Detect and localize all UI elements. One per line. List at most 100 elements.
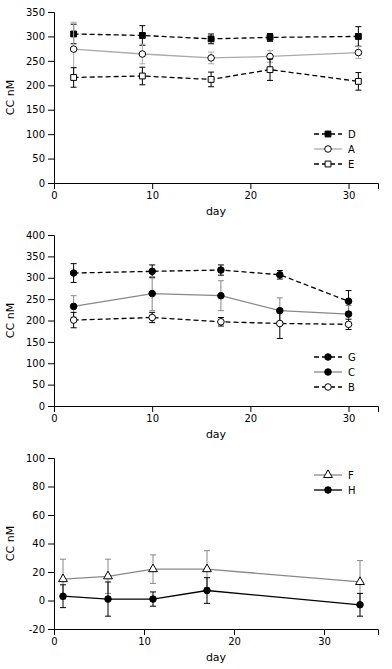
plot-area xyxy=(59,551,365,617)
marker xyxy=(139,51,146,58)
y-tick: 150 xyxy=(26,104,54,115)
line xyxy=(74,49,359,58)
x-tick-mark xyxy=(250,183,251,189)
x-tick: 10 xyxy=(146,406,159,424)
y-axis-line xyxy=(48,236,55,407)
y-tick: 350 xyxy=(26,251,54,262)
x-tick-mark xyxy=(250,406,251,412)
legend-item: F xyxy=(314,470,354,481)
x-tick-label: 10 xyxy=(146,413,159,424)
series xyxy=(71,24,362,46)
legend: DAE xyxy=(308,123,372,177)
x-tick-mark xyxy=(152,406,153,412)
y-tick-mark xyxy=(48,183,54,184)
line xyxy=(74,70,359,82)
y-tick: 200 xyxy=(26,315,54,326)
y-tick-mark xyxy=(48,406,54,407)
marker xyxy=(277,320,284,327)
y-tick: 40 xyxy=(32,538,54,549)
x-tick: 20 xyxy=(244,183,257,201)
y-tick-label: 100 xyxy=(26,453,45,464)
legend-item: G xyxy=(314,352,356,363)
marker xyxy=(60,593,67,600)
y-tick-mark xyxy=(48,629,54,630)
y-tick-label: 300 xyxy=(26,272,45,283)
y-axis-line xyxy=(48,459,55,630)
error-bar xyxy=(71,312,77,327)
x-tick-label: 30 xyxy=(343,413,356,424)
y-tick: 250 xyxy=(26,294,54,305)
y-tick: 100 xyxy=(26,358,54,369)
marker xyxy=(149,268,156,275)
marker xyxy=(208,55,215,62)
y-axis: 050100150200250300350400 xyxy=(26,230,55,412)
error-bar xyxy=(277,270,283,279)
y-tick-mark xyxy=(48,110,54,111)
legend-item: E xyxy=(314,159,354,170)
marker xyxy=(149,290,156,297)
legend-label: A xyxy=(348,144,355,155)
marker xyxy=(70,303,77,310)
y-tick-mark xyxy=(48,515,54,516)
marker xyxy=(149,314,156,321)
y-tick-label: 300 xyxy=(26,31,45,42)
x-axis-line xyxy=(55,630,379,636)
y-tick-label: 50 xyxy=(32,379,45,390)
y-tick-mark xyxy=(48,235,54,236)
y-tick-label: 60 xyxy=(32,510,45,521)
y-tick-label: 20 xyxy=(32,567,45,578)
error-bar xyxy=(139,67,145,85)
x-tick-mark xyxy=(234,629,235,635)
legend-marker xyxy=(325,384,332,391)
y-tick-mark xyxy=(48,85,54,86)
y-tick: 60 xyxy=(32,510,54,521)
y-tick: 250 xyxy=(26,56,54,67)
y-tick-mark xyxy=(48,299,54,300)
x-axis-line xyxy=(55,184,379,190)
y-tick-mark xyxy=(48,601,54,602)
line xyxy=(74,34,359,39)
error-bar xyxy=(218,265,224,275)
y-tick: 150 xyxy=(26,337,54,348)
y-axis-title: CC nM xyxy=(4,80,17,115)
y-tick-mark xyxy=(48,61,54,62)
y-tick: 100 xyxy=(26,453,54,464)
y-tick-label: 150 xyxy=(26,337,45,348)
error-bar xyxy=(355,73,361,91)
y-tick: -20 xyxy=(29,624,54,635)
plot-area xyxy=(70,22,361,90)
error-bar xyxy=(149,276,155,310)
x-tick-mark xyxy=(324,629,325,635)
error-bar xyxy=(105,582,111,616)
line xyxy=(74,318,349,325)
error-bar xyxy=(218,281,224,311)
x-tick-mark xyxy=(144,629,145,635)
legend-item: H xyxy=(314,485,356,496)
error-bar xyxy=(357,593,363,616)
marker xyxy=(104,571,113,579)
error-bar xyxy=(149,312,155,322)
marker xyxy=(345,311,352,318)
y-tick-label: 200 xyxy=(26,80,45,91)
y-tick: 350 xyxy=(26,7,54,18)
error-bar xyxy=(355,27,361,47)
marker xyxy=(203,564,212,572)
y-tick: 400 xyxy=(26,230,54,241)
marker xyxy=(208,77,214,83)
x-axis-title: day xyxy=(206,428,227,441)
marker xyxy=(70,270,77,277)
plot-area xyxy=(70,264,351,339)
error-bar xyxy=(267,59,273,80)
legend-background xyxy=(308,464,372,503)
y-tick-label: 40 xyxy=(32,538,45,549)
x-tick: 0 xyxy=(51,629,57,647)
error-bar xyxy=(71,68,77,88)
y-tick-mark xyxy=(48,458,54,459)
x-tick: 20 xyxy=(228,629,241,647)
x-tick-label: 30 xyxy=(343,190,356,201)
y-tick-label: 0 xyxy=(39,178,45,189)
marker xyxy=(218,292,225,299)
y-tick-label: 200 xyxy=(26,315,45,326)
x-tick-label: 0 xyxy=(51,413,57,424)
y-tick-mark xyxy=(48,12,54,13)
